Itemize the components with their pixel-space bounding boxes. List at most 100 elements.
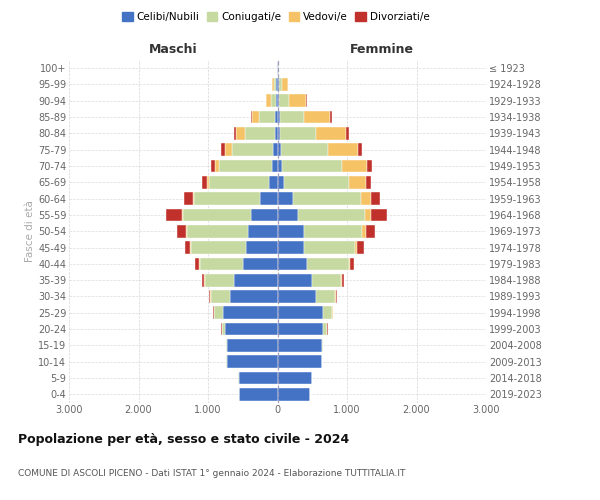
Bar	[277, 160, 283, 172]
Bar	[260, 192, 277, 205]
Y-axis label: Fasce di età: Fasce di età	[25, 200, 35, 262]
Bar	[289, 94, 306, 107]
Bar	[323, 322, 327, 336]
Bar	[184, 192, 193, 205]
Bar	[236, 127, 245, 140]
Bar	[283, 160, 342, 172]
Bar	[221, 144, 224, 156]
Bar	[278, 78, 282, 91]
Bar	[277, 110, 280, 124]
Bar	[190, 241, 191, 254]
Bar	[196, 258, 199, 270]
Bar	[226, 322, 277, 336]
Bar	[307, 258, 349, 270]
Bar	[362, 225, 367, 237]
Bar	[277, 339, 322, 352]
Bar	[304, 110, 331, 124]
Bar	[224, 144, 232, 156]
Bar	[186, 225, 187, 237]
Bar	[279, 94, 289, 107]
Bar	[371, 208, 388, 222]
Bar	[202, 176, 206, 188]
Bar	[358, 144, 362, 156]
Bar	[367, 225, 376, 237]
Bar	[275, 127, 277, 140]
Bar	[211, 160, 215, 172]
Y-axis label: Anni di nascita: Anni di nascita	[599, 192, 600, 270]
Bar	[277, 258, 307, 270]
Bar	[335, 290, 337, 303]
Bar	[271, 94, 276, 107]
Bar	[346, 127, 349, 140]
Bar	[213, 306, 214, 319]
Text: Popolazione per età, sesso e stato civile - 2024: Popolazione per età, sesso e stato civil…	[18, 432, 349, 446]
Bar	[304, 225, 362, 237]
Bar	[342, 274, 344, 286]
Bar	[191, 241, 245, 254]
Bar	[200, 258, 243, 270]
Bar	[277, 306, 323, 319]
Bar	[214, 306, 223, 319]
Text: COMUNE DI ASCOLI PICENO - Dati ISTAT 1° gennaio 2024 - Elaborazione TUTTITALIA.I: COMUNE DI ASCOLI PICENO - Dati ISTAT 1° …	[18, 469, 406, 478]
Bar	[342, 160, 367, 172]
Bar	[371, 192, 380, 205]
Bar	[277, 94, 279, 107]
Bar	[266, 94, 271, 107]
Bar	[194, 192, 260, 205]
Bar	[328, 144, 358, 156]
Bar	[306, 94, 307, 107]
Bar	[239, 372, 277, 384]
Bar	[226, 339, 227, 352]
Bar	[304, 241, 355, 254]
Bar	[277, 78, 278, 91]
Bar	[358, 241, 364, 254]
Bar	[280, 110, 304, 124]
Bar	[227, 356, 277, 368]
Bar	[209, 176, 269, 188]
Bar	[282, 78, 287, 91]
Bar	[239, 388, 277, 400]
Bar	[284, 176, 349, 188]
Bar	[367, 176, 371, 188]
Bar	[272, 160, 277, 172]
Bar	[209, 290, 211, 303]
Bar	[277, 144, 281, 156]
Bar	[322, 339, 323, 352]
Bar	[251, 208, 277, 222]
Bar	[277, 290, 316, 303]
Bar	[365, 208, 371, 222]
Text: Maschi: Maschi	[149, 43, 197, 56]
Bar	[277, 127, 280, 140]
Bar	[185, 241, 190, 254]
Bar	[355, 241, 358, 254]
Bar	[223, 306, 277, 319]
Bar	[280, 127, 316, 140]
Bar	[277, 241, 304, 254]
Bar	[243, 258, 277, 270]
Bar	[349, 176, 367, 188]
Bar	[166, 208, 182, 222]
Legend: Celibi/Nubili, Coniugati/e, Vedovi/e, Divorziati/e: Celibi/Nubili, Coniugati/e, Vedovi/e, Di…	[118, 8, 434, 26]
Bar	[277, 322, 323, 336]
Bar	[333, 306, 334, 319]
Bar	[277, 274, 312, 286]
Bar	[227, 339, 277, 352]
Bar	[222, 322, 226, 336]
Bar	[281, 144, 328, 156]
Bar	[298, 208, 365, 222]
Bar	[230, 290, 277, 303]
Bar	[251, 110, 253, 124]
Bar	[177, 225, 186, 237]
Bar	[219, 160, 272, 172]
Bar	[361, 192, 371, 205]
Bar	[232, 144, 274, 156]
Bar	[341, 274, 342, 286]
Bar	[272, 78, 274, 91]
Text: Femmine: Femmine	[350, 43, 414, 56]
Bar	[182, 208, 183, 222]
Bar	[253, 110, 259, 124]
Bar	[183, 208, 251, 222]
Bar	[349, 258, 350, 270]
Bar	[323, 306, 332, 319]
Bar	[274, 78, 277, 91]
